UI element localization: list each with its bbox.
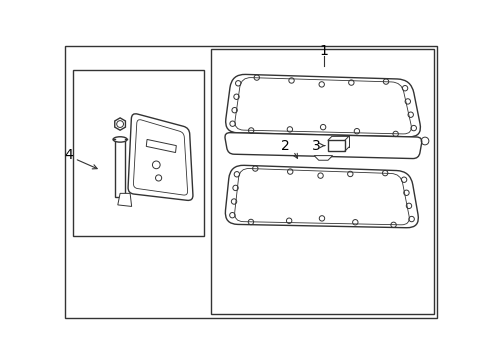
Polygon shape [115, 118, 125, 130]
Polygon shape [313, 156, 332, 160]
Text: 1: 1 [319, 44, 328, 58]
Polygon shape [146, 139, 176, 153]
PathPatch shape [225, 165, 418, 228]
Bar [327, 140, 344, 151]
Bar [115, 139, 125, 197]
Bar [73, 70, 203, 236]
PathPatch shape [224, 132, 421, 158]
PathPatch shape [128, 114, 193, 201]
Text: 3: 3 [311, 139, 320, 153]
PathPatch shape [225, 75, 420, 137]
Text: 4: 4 [64, 148, 73, 162]
Polygon shape [118, 193, 131, 206]
Text: 2: 2 [281, 139, 289, 153]
Ellipse shape [113, 137, 127, 142]
Bar [210, 49, 433, 314]
